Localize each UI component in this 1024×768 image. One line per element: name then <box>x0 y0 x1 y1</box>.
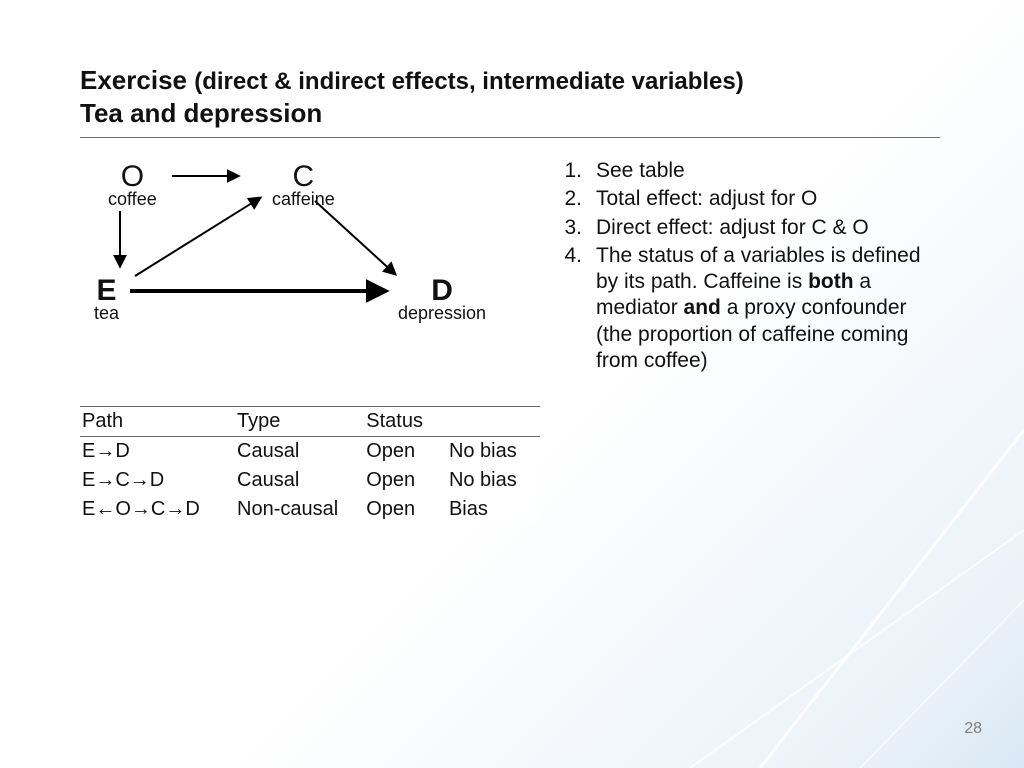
list-item-number: 3. <box>550 215 596 241</box>
list-item-number: 1. <box>550 158 596 184</box>
dag-edge-E-C <box>135 198 260 276</box>
title-rule <box>80 137 940 138</box>
table-row: E→C→DCausalOpenNo bias <box>80 466 540 495</box>
dag-node-label: coffee <box>108 190 157 208</box>
dag-node-label: depression <box>398 304 486 322</box>
table-cell: No bias <box>447 437 540 467</box>
content-row: Ocoffee Ccaffeine Etea Ddepression PathType… <box>80 156 944 524</box>
table-col-header <box>447 407 540 437</box>
dag-node-letter: C <box>272 162 335 192</box>
table-cell: Non-causal <box>235 495 364 524</box>
notes-list: 1.See table2.Total effect: adjust for O3… <box>550 158 944 374</box>
list-item-text: Direct effect: adjust for C & O <box>596 215 944 241</box>
title-block: Exercise (direct & indirect effects, int… <box>80 65 944 129</box>
table-row: E→DCausalOpenNo bias <box>80 437 540 467</box>
table-row: E←O→C→DNon-causalOpenBias <box>80 495 540 524</box>
list-item-number: 2. <box>550 186 596 212</box>
title-bold-word: Exercise <box>80 65 187 95</box>
table-cell: Open <box>364 466 447 495</box>
table-cell: E→C→D <box>80 466 235 495</box>
dag-node-letter: O <box>108 162 157 192</box>
dag-node-letter: D <box>398 276 486 306</box>
list-item-number: 4. <box>550 243 596 374</box>
dag-node-C: Ccaffeine <box>272 162 335 208</box>
title-line-2: Tea and depression <box>80 98 944 129</box>
list-item-text: Total effect: adjust for O <box>596 186 944 212</box>
list-item: 3.Direct effect: adjust for C & O <box>550 215 944 241</box>
slide: Exercise (direct & indirect effects, int… <box>0 0 1024 768</box>
table-col-header: Type <box>235 407 364 437</box>
table-body: E→DCausalOpenNo biasE→C→DCausalOpenNo bi… <box>80 437 540 525</box>
table-cell: E←O→C→D <box>80 495 235 524</box>
table-cell: Open <box>364 495 447 524</box>
title-subtitle: (direct & indirect effects, intermediate… <box>194 68 744 95</box>
right-column: 1.See table2.Total effect: adjust for O3… <box>550 156 944 524</box>
dag-node-E: Etea <box>94 276 119 322</box>
table-cell: No bias <box>447 466 540 495</box>
table-cell: Causal <box>235 466 364 495</box>
dag-node-label: caffeine <box>272 190 335 208</box>
table-cell: Bias <box>447 495 540 524</box>
dag-node-O: Ocoffee <box>108 162 157 208</box>
table-cell: Causal <box>235 437 364 467</box>
list-item: 1.See table <box>550 158 944 184</box>
table-header-row: PathTypeStatus <box>80 407 540 437</box>
dag-diagram: OcoffeeCcaffeineEteaDdepression <box>80 156 480 366</box>
list-item: 2.Total effect: adjust for O <box>550 186 944 212</box>
dag-edge-C-D <box>315 201 395 274</box>
list-item-text: See table <box>596 158 944 184</box>
title-line-1: Exercise (direct & indirect effects, int… <box>80 65 944 96</box>
table-cell: Open <box>364 437 447 467</box>
dag-node-letter: E <box>94 276 119 306</box>
page-number: 28 <box>964 720 982 738</box>
dag-node-D: Ddepression <box>398 276 486 322</box>
dag-node-label: tea <box>94 304 119 322</box>
paths-table: PathTypeStatus E→DCausalOpenNo biasE→C→D… <box>80 406 540 524</box>
left-column: Ocoffee Ccaffeine Etea Ddepression PathType… <box>80 156 500 524</box>
list-item-text: The status of a variables is defined by … <box>596 243 944 374</box>
table-col-header: Status <box>364 407 447 437</box>
table-col-header: Path <box>80 407 235 437</box>
table-cell: E→D <box>80 437 235 467</box>
list-item: 4.The status of a variables is defined b… <box>550 243 944 374</box>
